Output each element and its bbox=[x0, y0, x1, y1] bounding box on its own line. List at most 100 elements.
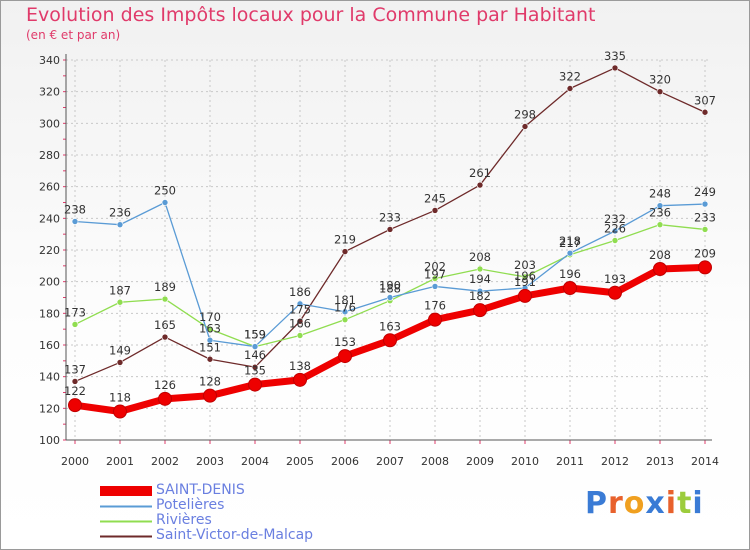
data-label: 233 bbox=[694, 210, 716, 224]
data-label: 166 bbox=[289, 317, 311, 331]
data-point bbox=[158, 391, 172, 406]
y-tick-label: 340 bbox=[39, 54, 60, 67]
y-tick-label: 260 bbox=[39, 181, 60, 194]
data-label: 194 bbox=[469, 272, 491, 286]
data-point bbox=[701, 108, 709, 116]
y-tick-label: 300 bbox=[39, 117, 60, 130]
data-label: 138 bbox=[289, 359, 311, 373]
data-point bbox=[71, 218, 79, 225]
data-label: 238 bbox=[64, 203, 86, 217]
data-point bbox=[71, 378, 79, 385]
legend-item-rivieres[interactable]: Rivières bbox=[100, 512, 420, 529]
data-label: 135 bbox=[244, 364, 266, 378]
data-label: 208 bbox=[649, 248, 671, 262]
data-label: 151 bbox=[199, 340, 221, 354]
data-point bbox=[161, 295, 169, 303]
y-tick-label: 100 bbox=[39, 434, 60, 447]
data-label: 236 bbox=[649, 206, 671, 220]
data-label: 196 bbox=[514, 269, 536, 283]
data-point bbox=[698, 260, 712, 275]
legend-label: Rivières bbox=[156, 512, 212, 528]
data-label: 219 bbox=[334, 233, 356, 247]
data-label: 307 bbox=[694, 93, 716, 107]
data-label: 261 bbox=[469, 166, 491, 180]
data-point bbox=[206, 355, 214, 363]
data-point bbox=[431, 283, 439, 290]
data-point bbox=[248, 377, 262, 392]
proxiti-logo: Proxiti bbox=[585, 486, 704, 521]
data-point bbox=[113, 404, 127, 419]
data-label: 159 bbox=[244, 328, 266, 342]
data-point bbox=[293, 372, 307, 387]
logo-letter: i bbox=[665, 486, 678, 521]
data-point bbox=[206, 336, 214, 344]
data-point bbox=[611, 237, 619, 244]
legend-label: SAINT-DENIS bbox=[156, 482, 245, 498]
logo-letter: t bbox=[677, 486, 693, 521]
data-point bbox=[341, 316, 349, 323]
data-label: 196 bbox=[559, 267, 581, 281]
data-label: 217 bbox=[559, 236, 581, 250]
data-label: 163 bbox=[379, 319, 401, 333]
data-point bbox=[476, 265, 484, 273]
data-point bbox=[296, 332, 304, 339]
data-point bbox=[656, 202, 664, 209]
x-tick-label: 2004 bbox=[241, 455, 269, 468]
data-label: 209 bbox=[694, 246, 716, 260]
data-label: 118 bbox=[109, 391, 131, 405]
data-point bbox=[608, 285, 622, 300]
x-tick-label: 2009 bbox=[466, 455, 494, 468]
legend-item-saint-denis[interactable]: SAINT-DENIS bbox=[100, 482, 420, 499]
data-label: 236 bbox=[109, 206, 131, 220]
data-label: 226 bbox=[604, 222, 626, 236]
x-tick-label: 2012 bbox=[601, 455, 629, 468]
data-label: 176 bbox=[424, 299, 446, 313]
data-label: 193 bbox=[604, 272, 626, 286]
data-point bbox=[611, 227, 619, 235]
data-label: 149 bbox=[109, 343, 131, 357]
data-point bbox=[701, 200, 709, 208]
data-point bbox=[701, 226, 709, 233]
data-label: 163 bbox=[199, 321, 221, 335]
data-point bbox=[161, 333, 169, 341]
legend-label: Saint-Victor-de-Malcap bbox=[156, 527, 314, 543]
data-point bbox=[341, 248, 349, 255]
legend-item-saint-victor-de-malcap[interactable]: Saint-Victor-de-Malcap bbox=[100, 527, 420, 544]
chart-title: Evolution des Impôts locaux pour la Comm… bbox=[26, 4, 596, 26]
chart-legend: SAINT-DENIS Potelières Rivières Saint-Vi… bbox=[100, 482, 420, 544]
data-point bbox=[476, 287, 484, 295]
legend-item-potelieres[interactable]: Potelières bbox=[100, 497, 420, 514]
x-tick-label: 2000 bbox=[61, 455, 89, 468]
data-point bbox=[431, 275, 439, 282]
y-tick-label: 140 bbox=[39, 371, 60, 384]
legend-label: Potelières bbox=[156, 497, 225, 513]
x-tick-label: 2006 bbox=[331, 455, 359, 468]
x-tick-label: 2011 bbox=[556, 455, 584, 468]
data-label: 218 bbox=[559, 234, 581, 248]
data-point bbox=[428, 312, 442, 327]
data-point bbox=[116, 298, 124, 306]
data-label: 322 bbox=[559, 70, 581, 84]
legend-swatch-rivieres bbox=[100, 520, 152, 523]
data-point bbox=[116, 221, 124, 228]
data-label: 126 bbox=[154, 378, 176, 392]
data-point bbox=[431, 207, 439, 214]
data-point bbox=[656, 221, 664, 228]
data-label: 232 bbox=[604, 212, 626, 226]
data-label: 189 bbox=[154, 280, 176, 294]
data-label: 203 bbox=[514, 258, 536, 272]
data-label: 320 bbox=[649, 73, 671, 87]
data-label: 165 bbox=[154, 318, 176, 332]
data-label: 202 bbox=[424, 260, 446, 274]
data-point bbox=[386, 226, 394, 233]
data-label: 208 bbox=[469, 250, 491, 264]
y-tick-label: 280 bbox=[39, 149, 60, 162]
data-label: 249 bbox=[694, 185, 716, 199]
data-point bbox=[521, 273, 529, 281]
data-point bbox=[563, 281, 577, 295]
data-label: 153 bbox=[334, 335, 356, 349]
data-point bbox=[386, 294, 394, 301]
data-point bbox=[473, 303, 487, 318]
logo-letter: i bbox=[692, 486, 704, 521]
